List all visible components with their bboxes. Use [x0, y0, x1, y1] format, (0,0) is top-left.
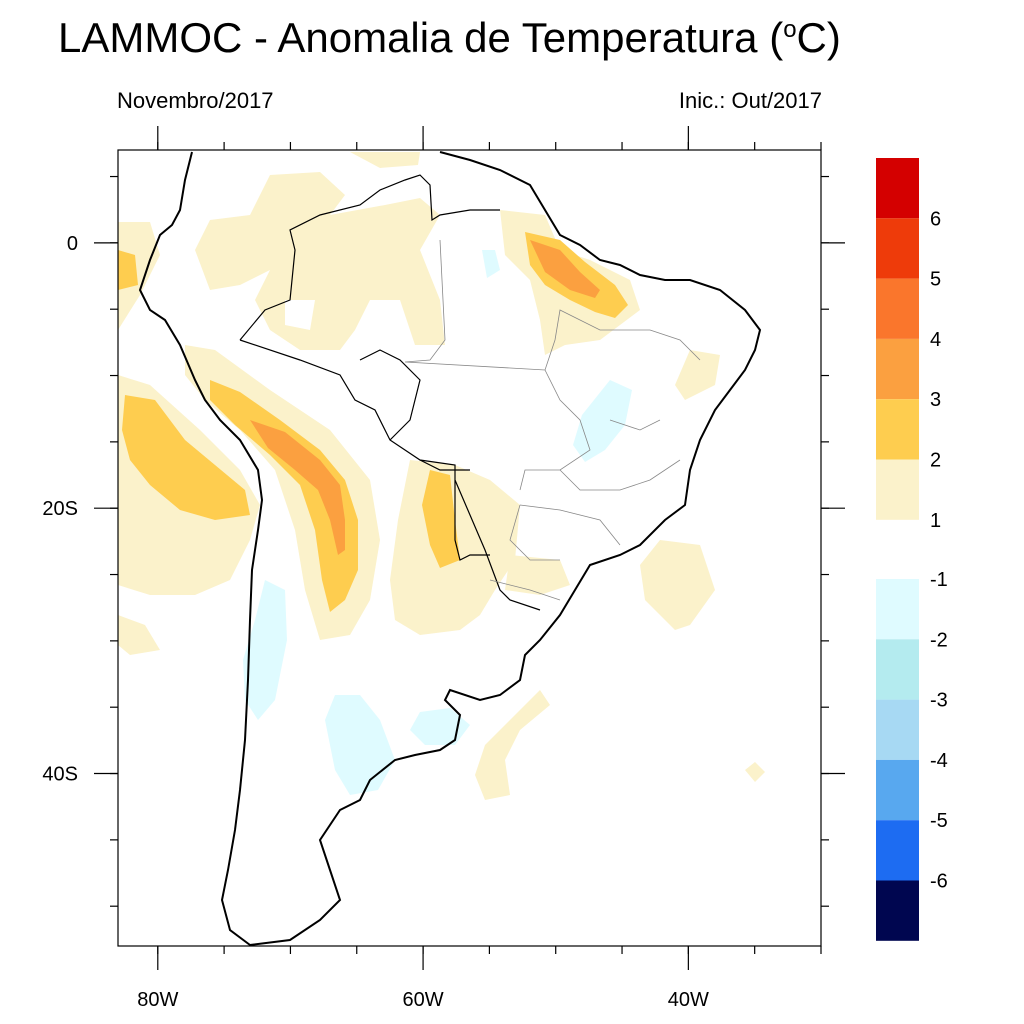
colorbar-positive-swatch — [876, 338, 919, 400]
anomaly-field — [118, 152, 765, 800]
colorbar-negative-label: -4 — [930, 750, 948, 772]
colorbar-positive-swatch — [876, 218, 919, 279]
colorbar-positive-label: 6 — [930, 208, 941, 230]
colorbar-negative-swatch — [876, 880, 919, 941]
map-ticks: 80W 60W 40W 0 20S 40S — [42, 126, 845, 1011]
colorbar: 6 5 4 3 2 1 -1 -2 -3 -4 -5 -6 — [876, 158, 948, 941]
lon-tick-label: 60W — [403, 989, 444, 1011]
colorbar-positive-swatch — [876, 459, 919, 520]
colorbar-positive-swatch — [876, 278, 919, 339]
lon-tick-label: 80W — [137, 989, 178, 1011]
forecast-month: Novembro/2017 — [117, 88, 274, 113]
colorbar-positive-label: 3 — [930, 389, 941, 411]
colorbar-negative-label: -1 — [930, 569, 948, 591]
colorbar-negative-swatch — [876, 639, 919, 700]
colorbar-negative-swatch — [876, 759, 919, 821]
colorbar-positive-label: 2 — [930, 450, 941, 472]
anomaly-3-4-areas — [250, 240, 600, 555]
lat-tick-label: 20S — [42, 498, 78, 520]
anomaly-neg-areas — [243, 250, 632, 795]
colorbar-positive-swatch — [876, 399, 919, 460]
political-borders — [239, 174, 541, 611]
map-title: LAMMOC - Anomalia de Temperatura (oC) — [58, 14, 841, 61]
colorbar-negative-label: -6 — [930, 871, 948, 893]
colorbar-negative-swatch — [876, 579, 919, 640]
map-frame — [117, 149, 822, 947]
colorbar-negative-label: -5 — [930, 810, 948, 832]
colorbar-positive-label: 4 — [930, 329, 941, 351]
initialization-date: Inic.: Out/2017 — [678, 88, 822, 113]
colorbar-negative-swatch — [876, 820, 919, 881]
state-borders — [404, 239, 701, 601]
colorbar-positive-label: 5 — [930, 269, 941, 291]
colorbar-negative-label: -2 — [930, 629, 948, 651]
lat-tick-label: 40S — [42, 764, 78, 786]
coastline — [138, 151, 762, 947]
colorbar-negative-label: -3 — [930, 690, 948, 712]
colorbar-positive-label: 1 — [930, 510, 941, 532]
lon-tick-label: 40W — [668, 989, 709, 1011]
colorbar-positive-swatch — [876, 158, 919, 219]
colorbar-negative-swatch — [876, 699, 919, 760]
lat-tick-label: 0 — [67, 233, 78, 255]
